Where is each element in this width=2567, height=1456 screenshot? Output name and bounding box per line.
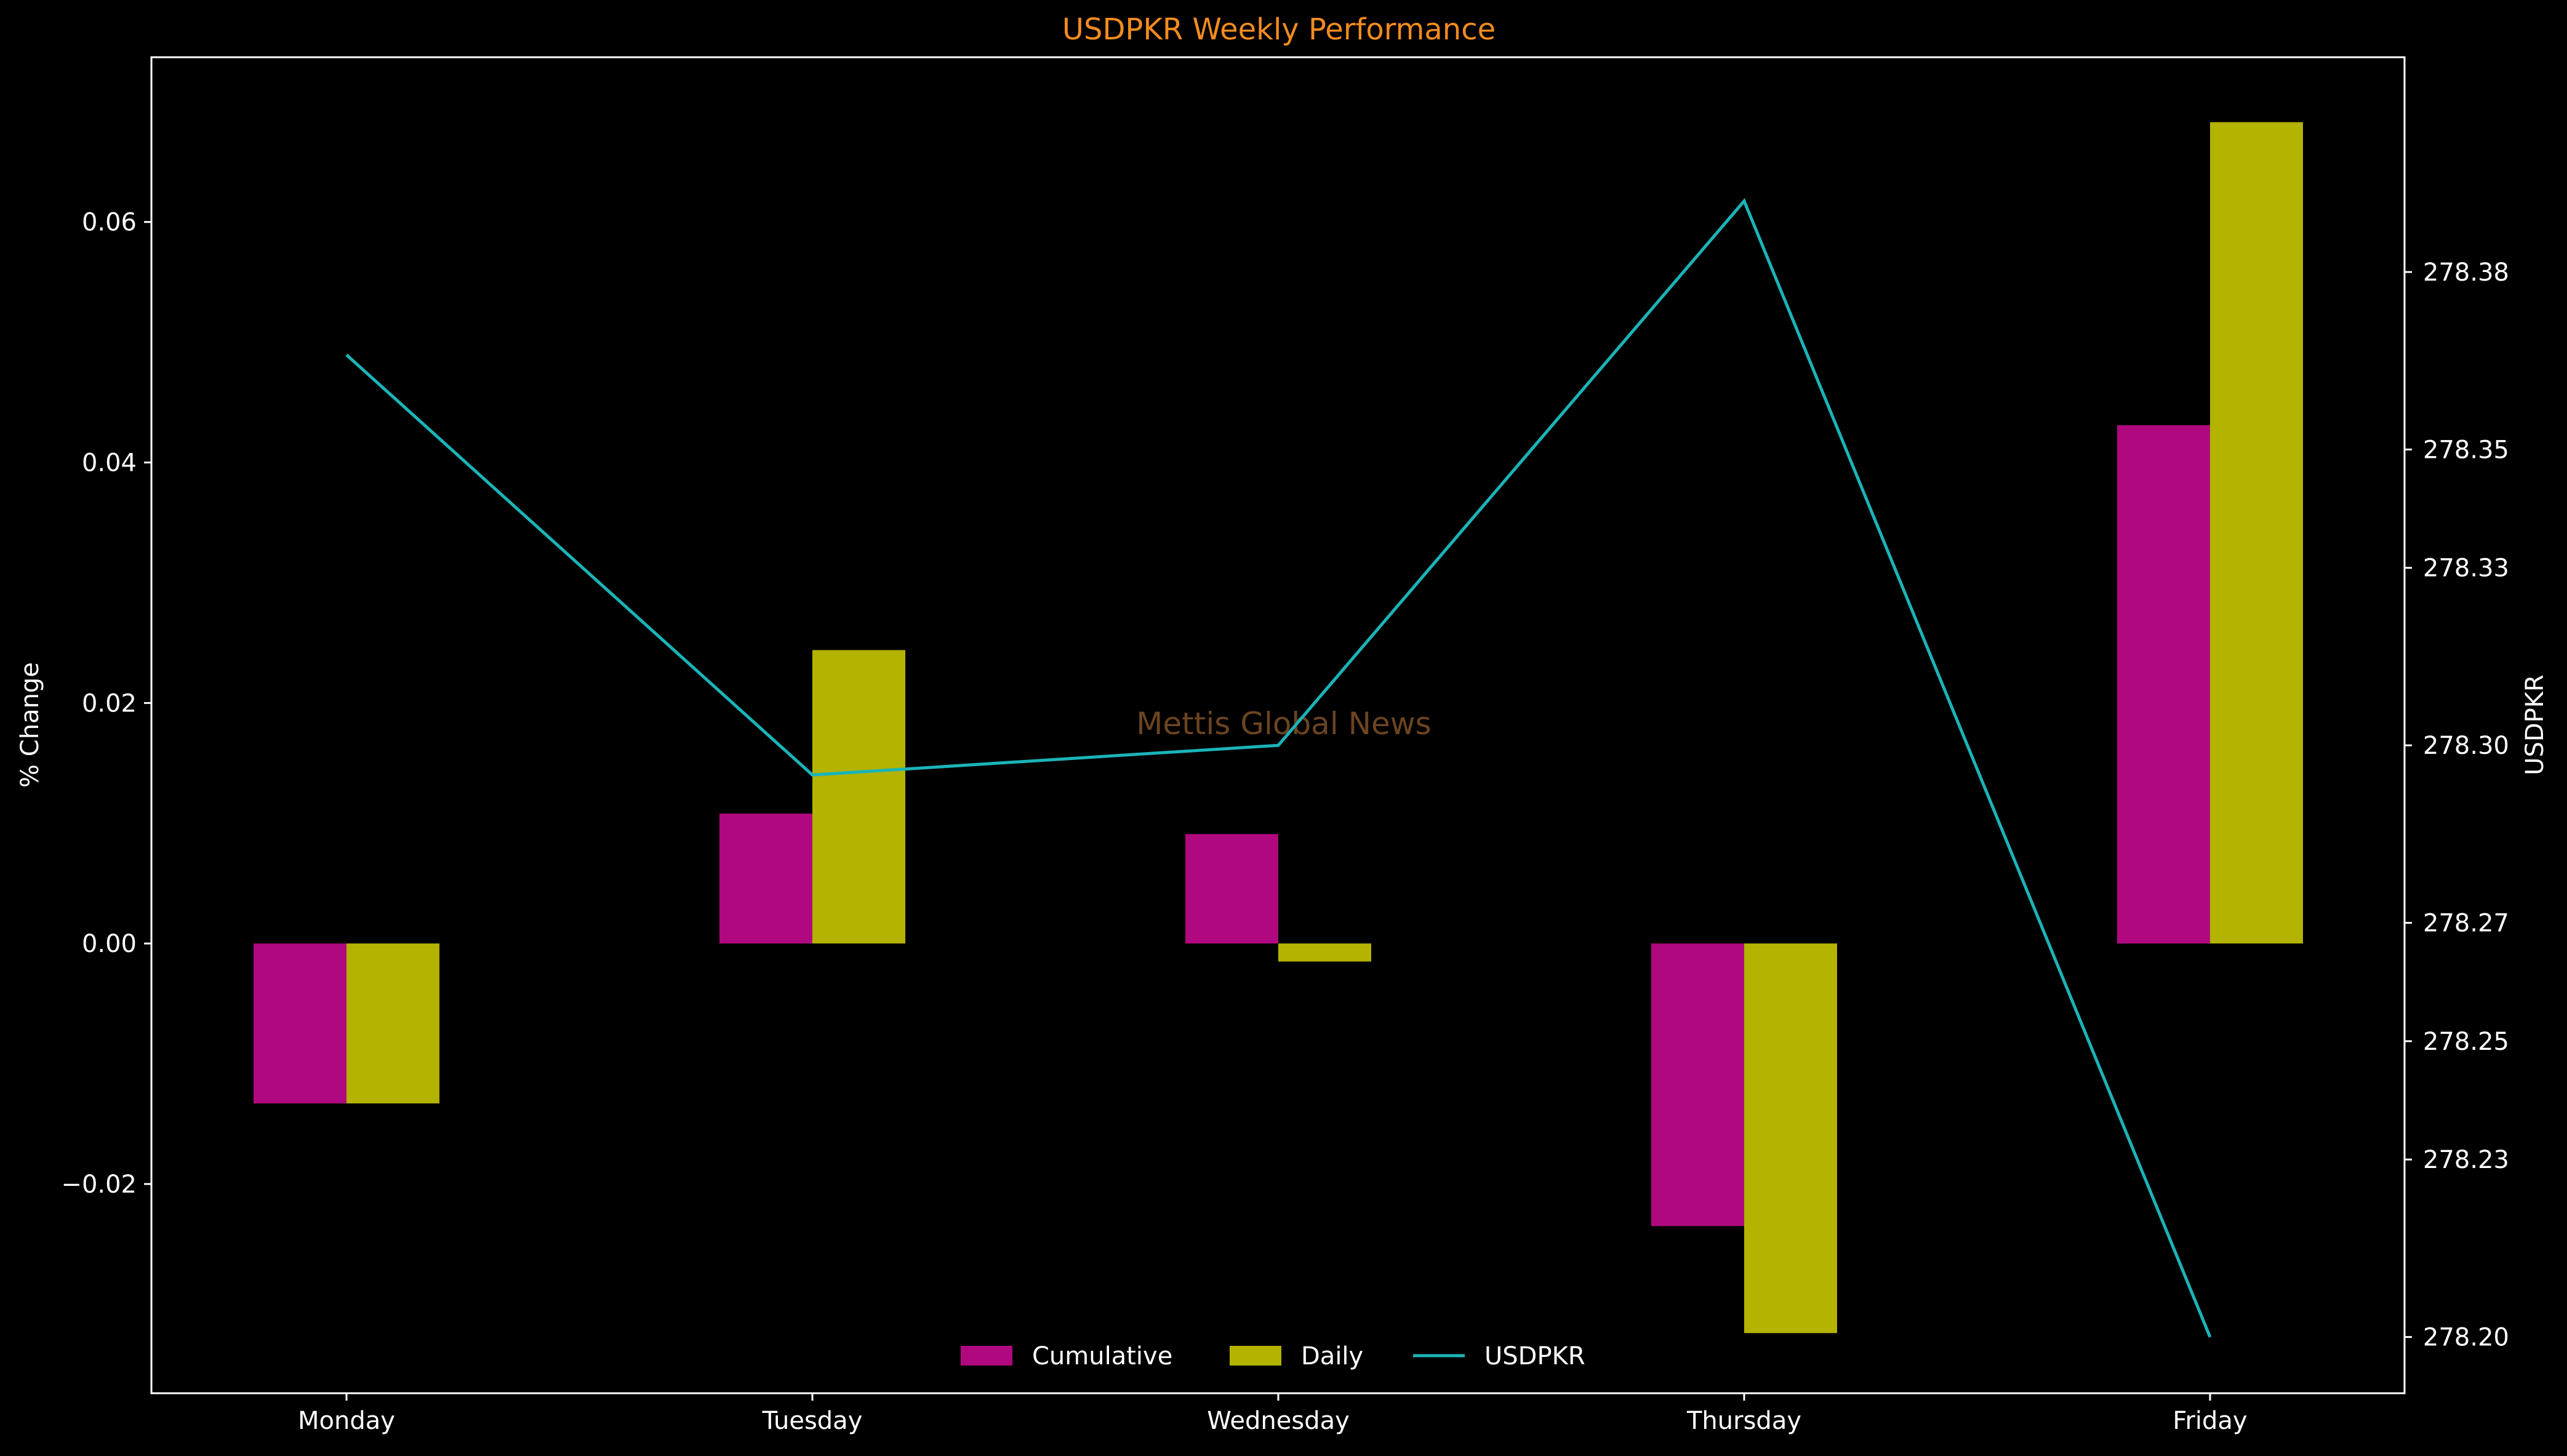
bar-daily-thursday (1744, 943, 1837, 1334)
y-axis-left: 0.06 0.04 0.02 0.00 −0.02 (61, 209, 151, 1199)
bar-cumulative-wednesday (1185, 834, 1278, 944)
x-tick-label: Tuesday (762, 1407, 863, 1435)
legend-swatch-cumulative (961, 1346, 1012, 1366)
legend-label-cumulative: Cumulative (1032, 1342, 1172, 1370)
bar-cumulative-thursday (1651, 943, 1744, 1226)
bar-cumulative-tuesday (719, 814, 812, 944)
bar-daily-friday (2210, 122, 2303, 944)
chart-title: USDPKR Weekly Performance (1062, 12, 1496, 47)
y-tick-label: 0.04 (82, 449, 137, 478)
x-tick-label: Thursday (1686, 1407, 1801, 1435)
y2-tick-label: 278.23 (2423, 1146, 2509, 1174)
x-tick-label: Wednesday (1207, 1407, 1350, 1435)
watermark: Mettis Global News (1136, 706, 1431, 742)
y-axis-title: % Change (16, 662, 44, 788)
y-tick-label: 0.02 (82, 689, 137, 718)
bar-daily-tuesday (812, 650, 905, 944)
y-tick-label: 0.06 (82, 209, 137, 237)
bar-daily-wednesday (1278, 943, 1371, 962)
y-tick-label: 0.00 (82, 930, 137, 958)
y2-tick-label: 278.35 (2423, 436, 2509, 464)
legend-label-daily: Daily (1301, 1342, 1363, 1370)
bars-layer (254, 122, 2303, 1334)
x-tick-label: Friday (2173, 1407, 2247, 1435)
y2-tick-label: 278.30 (2423, 732, 2509, 760)
y2-tick-label: 278.33 (2423, 554, 2509, 583)
legend-label-usdpkr: USDPKR (1484, 1342, 1585, 1370)
y2-axis-title: USDPKR (2521, 674, 2549, 775)
y-tick-label: −0.02 (61, 1170, 137, 1199)
legend-swatch-daily (1230, 1346, 1281, 1366)
bar-daily-monday (346, 943, 439, 1104)
y2-tick-label: 278.27 (2423, 910, 2509, 938)
bar-cumulative-friday (2117, 425, 2210, 944)
y2-tick-label: 278.38 (2423, 258, 2509, 287)
x-tick-label: Monday (298, 1407, 395, 1435)
bar-cumulative-monday (254, 943, 346, 1104)
y2-tick-label: 278.25 (2423, 1028, 2509, 1056)
y-axis-right: 278.38 278.35 278.33 278.30 278.27 278.25 278.… (2405, 258, 2509, 1352)
y2-tick-label: 278.20 (2423, 1324, 2509, 1352)
line-usdpkr (345, 198, 2212, 1338)
x-axis: Monday Tuesday Wednesday Thursday Friday (298, 1393, 2248, 1435)
legend: Cumulative Daily USDPKR (961, 1342, 1585, 1370)
line-layer (345, 198, 2212, 1338)
